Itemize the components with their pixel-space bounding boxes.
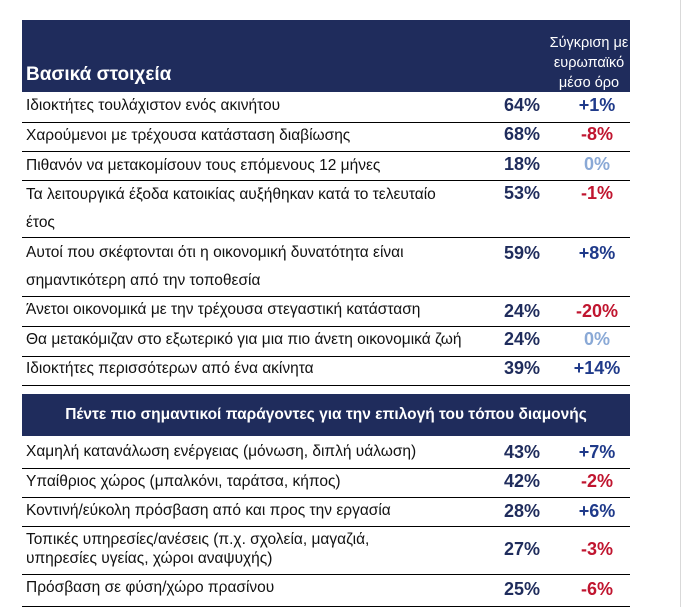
row-label: έτος (26, 214, 55, 231)
row-label: Χαμηλή κατανάλωση ενέργειας (μόνωση, διπ… (26, 443, 417, 460)
table-row: Τα λειτουργικά έξοδα κατοικίας αυξήθηκαν… (22, 181, 630, 238)
table-row: Αυτοί που σκέφτονται ότι η οικονομική δυ… (22, 238, 630, 297)
row-label: Θα μετακόμιζαν στο εξωτερικό για μια πιο… (26, 331, 462, 348)
row-value: 25% (503, 579, 541, 599)
table-row: Κοντινή/εύκολη πρόσβαση από και προς την… (22, 498, 630, 527)
table-row: Τοπικές υπηρεσίες/ανέσεις (π.χ. σχολεία,… (22, 527, 630, 575)
row-diff: +1% (578, 95, 616, 115)
section-header-basic: Βασικά στοιχεία Σύγκριση με ευρωπαϊκό μέ… (22, 20, 630, 92)
row-diff: +7% (578, 442, 616, 462)
table-row: Πιθανόν να μετακομίσουν τους επόμενους 1… (22, 152, 630, 181)
row-label: Κοντινή/εύκολη πρόσβαση από και προς την… (26, 502, 391, 519)
row-label: Τα λειτουργικά έξοδα κατοικίας αυξήθηκαν… (26, 186, 436, 203)
row-value: 39% (503, 358, 541, 378)
row-label: Πρόσβαση σε φύση/χώρο πρασίνου (26, 579, 275, 596)
section-title: Βασικά στοιχεία (26, 64, 172, 85)
comparison-header: Σύγκριση με ευρωπαϊκό μέσο όρο (536, 33, 642, 93)
row-diff: -20% (575, 301, 619, 321)
section1-rows: Ιδιοκτήτες τουλάχιστον ενός ακινήτου 64% +… (22, 92, 630, 386)
comparison-header-line: Σύγκριση με (549, 35, 629, 51)
row-diff: -6% (580, 579, 613, 599)
table-row: Ιδιοκτήτες περισσότερων από ένα ακίνητα 3… (22, 357, 630, 386)
table-row: Άνετοι οικονομικά με την τρέχουσα στεγασ… (22, 297, 630, 327)
row-label: υπηρεσίες υγείας, χώροι αναψυχής) (26, 550, 273, 567)
row-label: Πιθανόν να μετακομίσουν τους επόμενους 1… (26, 157, 381, 174)
row-diff: -2% (580, 471, 613, 491)
row-label: Ιδιοκτήτες περισσότερων από ένα ακίνητα (26, 360, 314, 377)
row-diff: +14% (573, 358, 621, 378)
stats-table: Βασικά στοιχεία Σύγκριση με ευρωπαϊκό μέ… (22, 20, 630, 607)
row-value: 42% (503, 471, 541, 491)
row-diff: -8% (580, 124, 613, 144)
table-row: Ιδιοκτήτες τουλάχιστον ενός ακινήτου 64% +… (22, 92, 630, 123)
row-label: Άνετοι οικονομικά με την τρέχουσα στεγασ… (26, 301, 421, 318)
row-value: 28% (503, 501, 541, 521)
row-diff: -3% (580, 539, 613, 559)
row-label: Ιδιοκτήτες τουλάχιστον ενός ακινήτου (26, 97, 281, 114)
row-diff: 0% (583, 329, 610, 349)
row-value: 18% (503, 154, 541, 174)
row-label: σημαντικότερη από την τοποθεσία (26, 272, 261, 289)
row-value: 59% (503, 243, 541, 263)
table-row: Χαμηλή κατανάλωση ενέργειας (μόνωση, διπ… (22, 439, 630, 469)
row-value: 68% (503, 124, 541, 144)
table-row: Πρόσβαση σε φύση/χώρο πρασίνου 25% -6% (22, 575, 630, 607)
row-value: 27% (503, 539, 541, 559)
row-label: Χαρούμενοι με τρέχουσα κατάσταση διαβίωσ… (26, 127, 351, 144)
row-value: 24% (503, 301, 541, 321)
row-label: Αυτοί που σκέφτονται ότι η οικονομική δυ… (26, 244, 404, 261)
row-diff: -1% (580, 183, 613, 203)
row-value: 64% (503, 95, 541, 115)
row-label: Υπαίθριος χώρος (μπαλκόνι, ταράτσα, κήπο… (26, 473, 341, 490)
row-value: 43% (503, 442, 541, 462)
table-row: Υπαίθριος χώρος (μπαλκόνι, ταράτσα, κήπο… (22, 469, 630, 498)
section2-rows: Χαμηλή κατανάλωση ενέργειας (μόνωση, διπ… (22, 439, 630, 607)
section-header-factors: Πέντε πιο σημαντικοί παράγοντες για την … (22, 394, 630, 436)
page-right-border (680, 0, 681, 607)
row-diff: 0% (583, 154, 610, 174)
row-label: Τοπικές υπηρεσίες/ανέσεις (π.χ. σχολεία,… (26, 531, 370, 548)
table-row: Θα μετακόμιζαν στο εξωτερικό για μια πιο… (22, 327, 630, 357)
row-value: 53% (503, 183, 541, 203)
comparison-header-line: ευρωπαϊκό (553, 55, 625, 71)
comparison-header-line: μέσο όρο (558, 75, 620, 91)
row-value: 24% (503, 329, 541, 349)
row-diff: +6% (578, 501, 616, 521)
table-row: Χαρούμενοι με τρέχουσα κατάσταση διαβίωσ… (22, 123, 630, 152)
row-diff: +8% (578, 243, 616, 263)
